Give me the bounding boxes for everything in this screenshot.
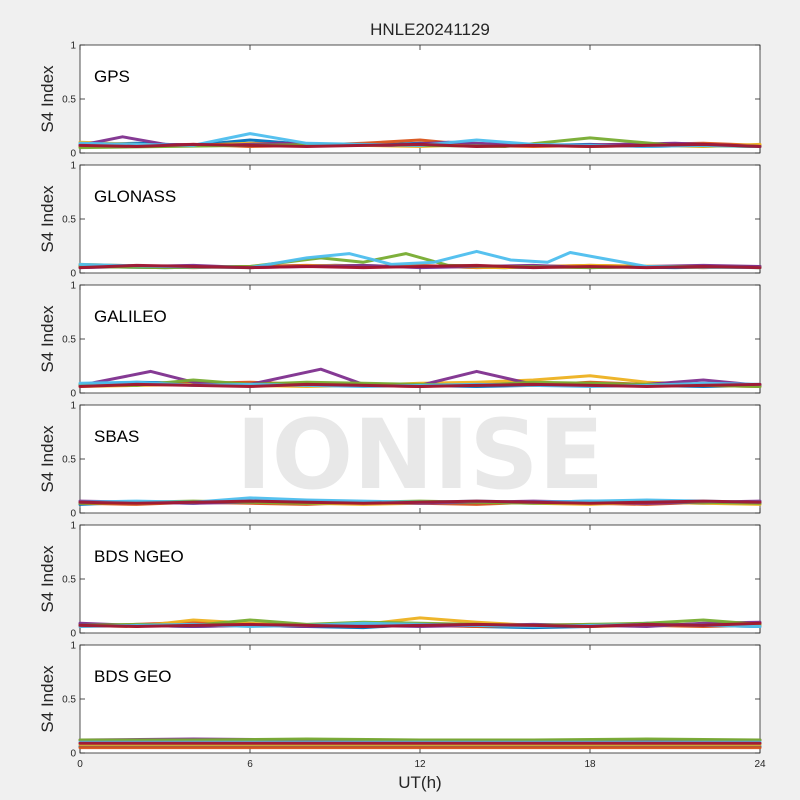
panel-4: 0 0.5 1 S4 Index SBAS (38, 401, 762, 520)
y-tick-label: 0.5 (62, 695, 76, 706)
y-axis-label: S4 Index (38, 185, 57, 253)
panel-label: SBAS (94, 427, 139, 446)
y-tick-label: 0 (70, 149, 76, 160)
x-tick-label: 12 (414, 759, 426, 770)
plot-area (79, 524, 761, 634)
y-tick-label: 1 (70, 41, 76, 52)
panel-5: 0 0.5 1 S4 Index BDS NGEO (38, 521, 762, 640)
y-tick-label: 0.5 (62, 455, 76, 466)
y-tick-label: 0.5 (62, 335, 76, 346)
series-line (78, 499, 762, 505)
x-axis-label: UT(h) (398, 773, 441, 792)
plot-area (79, 284, 761, 394)
y-axis-label: S4 Index (38, 425, 57, 493)
figure-title: HNLE20241129 (370, 20, 490, 39)
panel-label: BDS NGEO (94, 547, 184, 566)
panel-2: 0 0.5 1 S4 Index GLONASS (38, 161, 762, 280)
y-axis-label: S4 Index (38, 65, 57, 133)
x-tick-label: 6 (247, 759, 253, 770)
panel-label: GLONASS (94, 187, 176, 206)
y-axis-label: S4 Index (38, 665, 57, 733)
watermark: IONISE (236, 399, 604, 511)
y-tick-label: 0 (70, 389, 76, 400)
panel-label: GALILEO (94, 307, 167, 326)
panel-1: 0 0.5 1 S4 Index GPS (38, 41, 762, 160)
series-line (78, 621, 762, 628)
y-axis-label: S4 Index (38, 545, 57, 613)
y-tick-label: 0.5 (62, 575, 76, 586)
series-line (78, 263, 762, 270)
panel-3: 0 0.5 1 S4 Index GALILEO (38, 281, 762, 400)
panels: 0 0.5 1 S4 Index GPS 0 0.5 1 S4 Index GLONASS 0 0.5… (38, 41, 766, 771)
x-tick-label: 24 (754, 759, 766, 770)
y-tick-label: 0.5 (62, 95, 76, 106)
y-tick-label: 1 (70, 641, 76, 652)
plot-area (79, 404, 761, 514)
y-axis-label: S4 Index (38, 305, 57, 373)
y-tick-label: 1 (70, 521, 76, 532)
x-tick-label: 0 (77, 759, 83, 770)
y-tick-label: 1 (70, 161, 76, 172)
x-tick-label: 18 (584, 759, 596, 770)
series-line (78, 737, 762, 742)
panel-label: GPS (94, 67, 130, 86)
y-tick-label: 1 (70, 401, 76, 412)
y-tick-label: 0 (70, 629, 76, 640)
y-tick-label: 0 (70, 749, 76, 760)
plot-area (79, 44, 761, 154)
plot-area (79, 644, 761, 754)
panel-label: BDS GEO (94, 667, 171, 686)
y-tick-label: 1 (70, 281, 76, 292)
y-tick-label: 0 (70, 509, 76, 520)
panel-6: 0 0.5 1 S4 Index BDS GEO 0 6 12 18 24 (38, 641, 766, 771)
series-line (78, 142, 762, 148)
y-tick-label: 0 (70, 269, 76, 280)
series-line (78, 382, 762, 388)
y-tick-label: 0.5 (62, 215, 76, 226)
